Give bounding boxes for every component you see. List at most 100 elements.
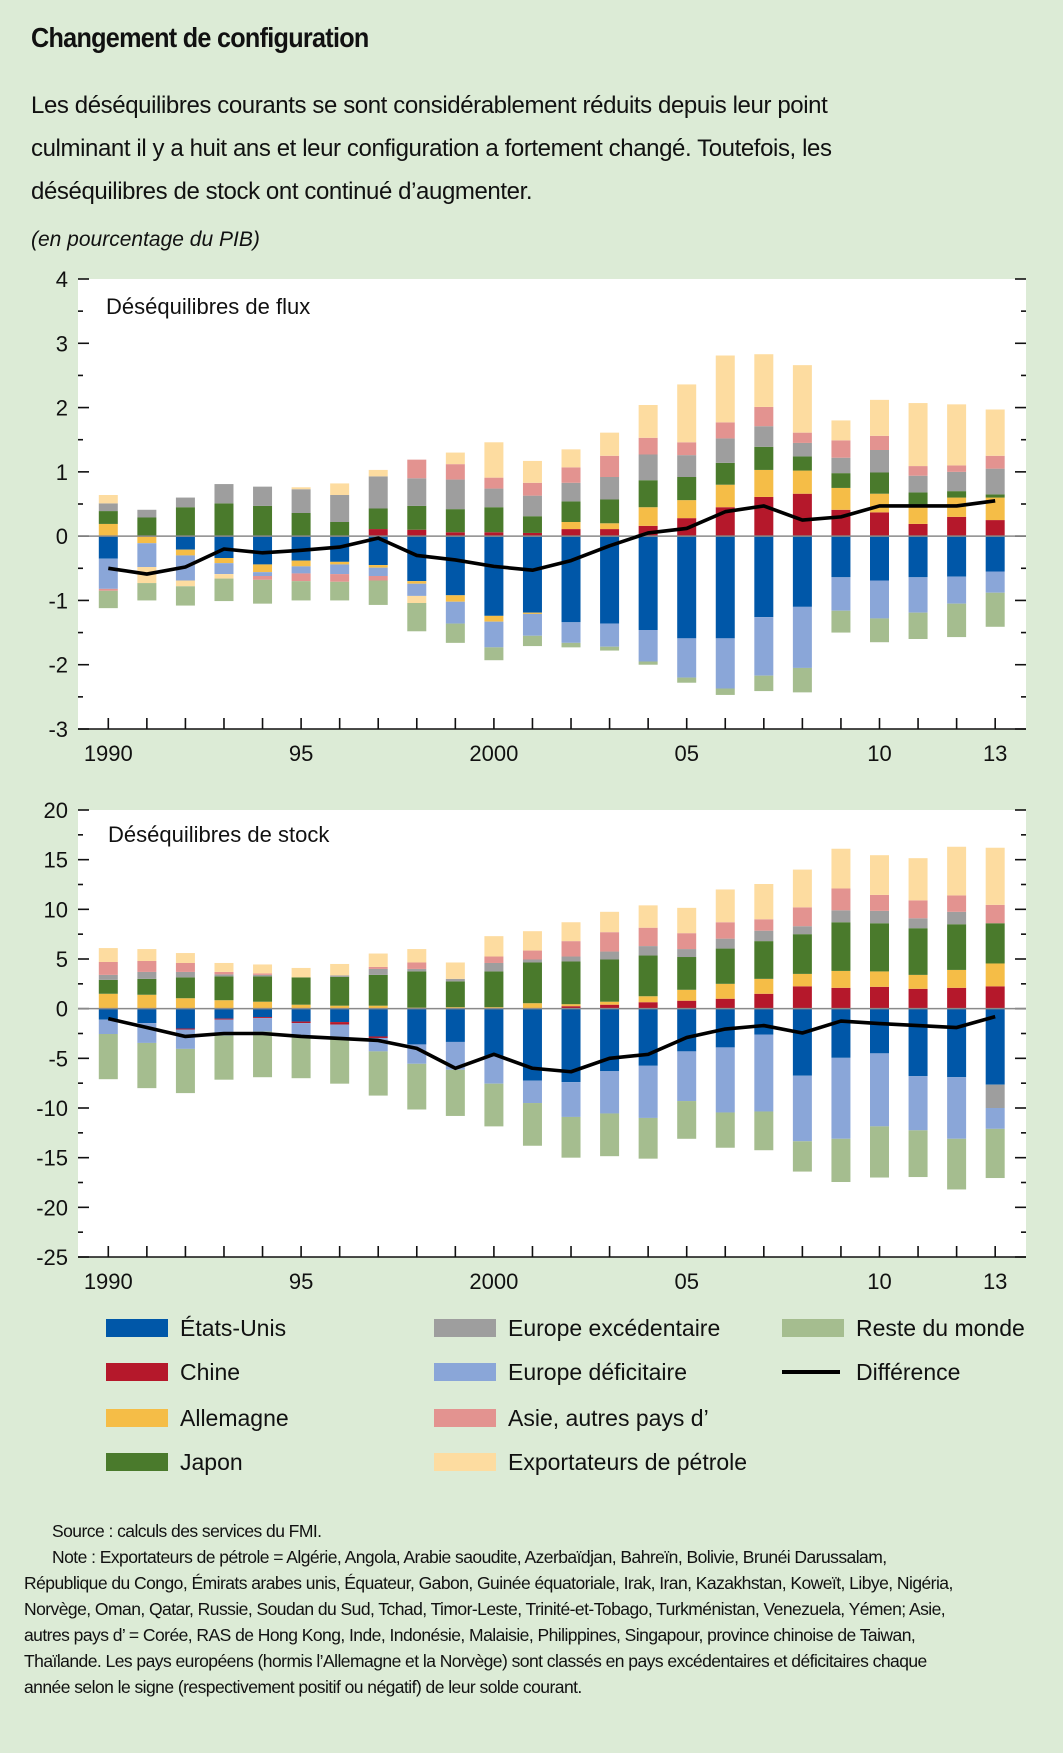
bar-segment xyxy=(754,978,774,994)
bar-segment xyxy=(715,983,735,999)
bar-segment xyxy=(214,1035,234,1080)
bar-segment xyxy=(175,1048,195,1094)
bar-segment xyxy=(754,496,774,537)
bar-segment xyxy=(870,910,889,924)
bar-segment xyxy=(175,1028,195,1030)
bar-segment xyxy=(484,647,504,661)
difference-line xyxy=(108,499,996,576)
bar-segment xyxy=(330,536,350,562)
bar-segment xyxy=(754,469,774,497)
bar-segment xyxy=(561,922,581,942)
bar-segment xyxy=(638,927,658,947)
y-tick-label: -25 xyxy=(36,1245,68,1270)
bar-segment xyxy=(137,583,157,601)
legend-label: Japon xyxy=(180,1448,243,1475)
bar-segment xyxy=(407,581,427,584)
bar-segment xyxy=(870,1053,889,1127)
bar-segment xyxy=(638,1002,658,1009)
bar-segment xyxy=(908,403,928,467)
bar-segment xyxy=(484,507,504,533)
bar-segment xyxy=(947,969,967,988)
bar-segment xyxy=(175,536,195,550)
bar-segment xyxy=(330,495,350,522)
bar-segment xyxy=(291,1023,311,1037)
bar-segment xyxy=(407,949,427,963)
bar-segment xyxy=(677,442,697,456)
bar-segment xyxy=(98,590,118,609)
x-tick-label: 2000 xyxy=(469,741,518,766)
y-tick-label: 1 xyxy=(56,460,68,485)
x-tick-label: 10 xyxy=(867,741,891,766)
bar-segment xyxy=(522,613,542,636)
bar-segment xyxy=(831,473,851,488)
bar-segment xyxy=(561,449,581,468)
bar-segment xyxy=(677,384,697,443)
bar-segment xyxy=(137,978,157,995)
bar-segment xyxy=(792,907,812,927)
bar-segment xyxy=(870,855,889,895)
bar-segment xyxy=(638,661,658,665)
bar-segment xyxy=(985,455,1005,469)
bar-segment xyxy=(985,963,1005,987)
bar-segment xyxy=(98,503,118,512)
bar-segment xyxy=(291,1021,311,1024)
bar-segment xyxy=(638,905,658,928)
bar-segment xyxy=(831,1008,851,1058)
bar-segment xyxy=(677,957,697,990)
bar-segment xyxy=(368,953,388,967)
panel-title: Déséquilibres de stock xyxy=(108,822,330,847)
legend-swatch xyxy=(434,1363,496,1381)
legend-item: Europe déficitaire xyxy=(434,1357,687,1387)
bar-segment xyxy=(561,1082,581,1117)
bar-segment xyxy=(677,477,697,501)
bar-segment xyxy=(600,455,620,477)
bar-segment xyxy=(600,951,620,960)
bar-segment xyxy=(792,667,812,693)
bar-segment xyxy=(600,536,620,624)
bar-segment xyxy=(522,1080,542,1104)
bar-segment xyxy=(985,904,1005,924)
bar-segment xyxy=(600,523,620,530)
bar-segment xyxy=(368,968,388,975)
bar-segment xyxy=(368,529,388,537)
bar-segment xyxy=(137,536,157,544)
x-tick-label: 95 xyxy=(289,1269,313,1294)
bar-segment xyxy=(638,1008,658,1066)
bar-segment xyxy=(754,354,774,407)
bar-segment xyxy=(908,536,928,578)
bar-segment xyxy=(792,536,812,607)
bar-segment xyxy=(754,993,774,1009)
bar-segment xyxy=(98,993,118,1009)
figure-title: Changement de configuration xyxy=(31,22,369,53)
bar-segment xyxy=(677,455,697,477)
bar-segment xyxy=(522,612,542,614)
bar-segment xyxy=(98,961,118,975)
bar-segment xyxy=(754,919,774,931)
bar-segment xyxy=(175,971,195,978)
bar-segment xyxy=(291,581,311,601)
bar-segment xyxy=(368,1051,388,1096)
x-tick-label: 95 xyxy=(289,741,313,766)
bar-segment xyxy=(561,482,581,502)
legend-item: Allemagne xyxy=(106,1403,289,1433)
bar-segment xyxy=(330,581,350,601)
bar-segment xyxy=(715,638,735,689)
bar-segment xyxy=(831,970,851,988)
bar-segment xyxy=(522,950,542,960)
legend-swatch xyxy=(434,1453,496,1471)
bar-segment xyxy=(407,595,427,603)
legend-item: Reste du monde xyxy=(782,1313,1025,1343)
bar-segment xyxy=(407,536,427,582)
bar-segment xyxy=(831,440,851,458)
bar-segment xyxy=(600,623,620,647)
bar-segment xyxy=(484,936,504,957)
legend-item: États-Unis xyxy=(106,1313,286,1343)
bar-segment xyxy=(484,536,504,616)
bar-segment xyxy=(947,516,967,537)
bar-segment xyxy=(407,1008,427,1045)
bar-segment xyxy=(792,1075,812,1142)
bar-segment xyxy=(985,409,1005,456)
bar-segment xyxy=(600,432,620,456)
bar-segment xyxy=(831,487,851,510)
bar-segment xyxy=(330,564,350,575)
